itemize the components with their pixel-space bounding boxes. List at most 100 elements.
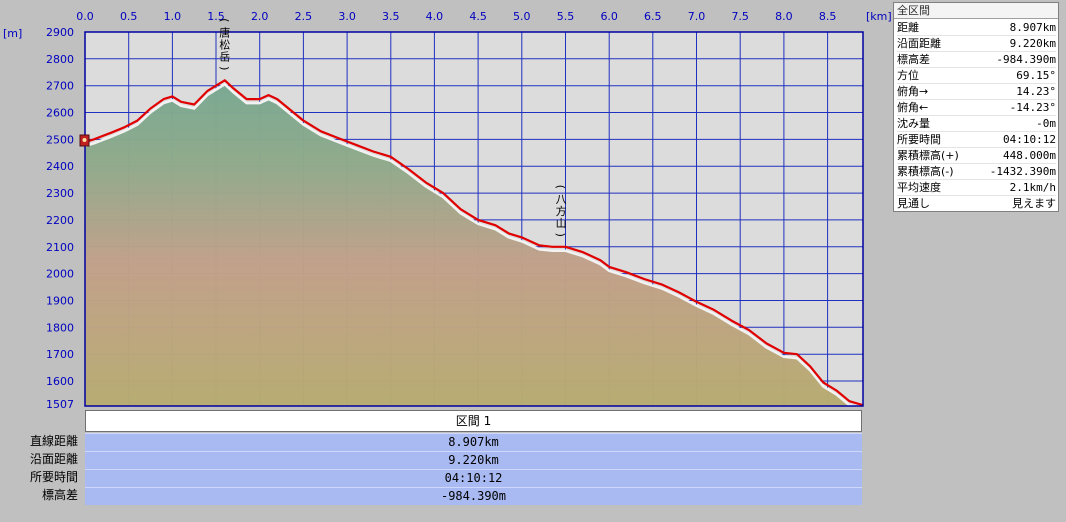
y-tick-label: 1800 [46,321,74,334]
x-unit-label: [km] [866,10,892,23]
summary-value: 04:10:12 [1003,133,1056,146]
x-tick-label: 8.0 [775,10,793,23]
summary-label: 俯角→ [897,85,929,98]
y-tick-label: 1507 [46,398,74,411]
summary-label: 所要時間 [897,133,941,146]
summary-row: 俯角← -14.23° [897,100,1056,116]
annotation-char: ) [218,66,231,70]
section-row-label: 沿面距離 [29,452,78,466]
summary-rows: 距離 8.907km 沿面距離 9.220km 標高差 -984.390m 方位 69.15°… [894,19,1058,211]
peak-annotations: ( 唐松岳) ( 八方山) [218,18,567,237]
y-tick-label: 2900 [46,26,74,39]
summary-title[interactable]: 全区間 [894,3,1058,19]
y-tick-label: 2700 [46,80,74,93]
x-tick-label: 5.0 [513,10,531,23]
annotation-1: ( 八方山) [554,185,567,237]
x-tick-label: 4.0 [426,10,444,23]
x-tick-labels: 0.0 0.5 1.0 1.5 2.0 2.5 3.0 3.5 4.0 4.5 5.0 5.5 6.0 6… [76,10,836,23]
annotation-char: 山 [556,217,567,230]
summary-value: 8.907km [1009,21,1056,34]
section-header[interactable]: 区間 1 [85,410,862,432]
y-tick-label: 2300 [46,187,74,200]
y-tick-label: 2100 [46,241,74,254]
y-tick-label: 1700 [46,348,74,361]
summary-value: 9.220km [1009,37,1056,50]
summary-value: -0m [1036,117,1056,130]
x-tick-label: 1.5 [207,10,225,23]
section-row-label: 所要時間 [29,470,78,484]
summary-row: 距離 8.907km [897,20,1056,36]
section-row-value: 8.907km [85,433,862,451]
summary-label: 沈み量 [897,117,930,130]
y-tick-label: 2800 [46,53,74,66]
x-tick-label: 6.5 [644,10,662,23]
summary-row: 俯角→ 14.23° [897,84,1056,100]
summary-label: 標高差 [897,53,930,66]
summary-panel: 全区間 距離 8.907km 沿面距離 9.220km 標高差 -984.390m 方位 69… [893,2,1059,212]
summary-value: 見えます [1012,197,1056,210]
summary-row: 標高差 -984.390m [897,52,1056,68]
summary-row: 累積標高(-) -1432.390m [897,164,1056,180]
section-row-label: 標高差 [41,488,78,502]
summary-row: 見通し 見えます [897,196,1056,211]
summary-label: 平均速度 [897,181,941,194]
summary-value: -984.390m [996,53,1056,66]
summary-row: 沿面距離 9.220km [897,36,1056,52]
annotation-char: ( [554,185,567,189]
summary-label: 沿面距離 [897,37,941,50]
x-tick-label: 7.5 [731,10,749,23]
annotation-char: 八 [556,193,567,206]
summary-label: 俯角← [897,101,929,114]
terrain-fill [85,84,863,406]
x-tick-label: 0.0 [76,10,94,23]
summary-row: 累積標高(+) 448.000m [897,148,1056,164]
x-tick-label: 2.5 [295,10,313,23]
terrain-area [85,79,863,406]
summary-label: 見通し [897,197,930,210]
annotation-0: ( 唐松岳) [218,18,231,70]
x-tick-label: 5.5 [557,10,575,23]
y-tick-label: 2500 [46,133,74,146]
y-unit-label: [m] [3,27,22,40]
summary-row: 方位 69.15° [897,68,1056,84]
x-tick-label: 4.5 [469,10,487,23]
section-row-value: 04:10:12 [85,469,862,487]
section-row-value: -984.390m [85,487,862,505]
summary-row: 平均速度 2.1km/h [897,180,1056,196]
annotation-char: ( [218,18,231,22]
summary-label: 距離 [897,21,919,34]
annotation-char: 松 [219,37,230,51]
summary-value: 448.000m [1003,149,1056,162]
y-tick-label: 2600 [46,107,74,120]
x-tick-label: 1.0 [164,10,182,23]
annotation-char: ) [554,233,567,237]
x-tick-label: 7.0 [688,10,706,23]
annotation-char: 方 [556,204,567,218]
annotation-char: 岳 [219,50,230,63]
summary-value: 2.1km/h [1009,181,1056,194]
x-tick-label: 0.5 [120,10,138,23]
x-tick-label: 8.5 [819,10,837,23]
y-tick-label: 2400 [46,160,74,173]
route-line [85,79,863,406]
summary-row: 沈み量 -0m [897,116,1056,132]
summary-value: -14.23° [1009,101,1056,114]
summary-label: 累積標高(-) [897,165,954,178]
y-tick-label: 2000 [46,268,74,281]
summary-value: 14.23° [1016,85,1056,98]
x-tick-label: 3.5 [382,10,400,23]
x-tick-label: 2.0 [251,10,269,23]
y-tick-labels: 2900 2800 2700 2600 2500 2400 2300 2200 2100 2000… [46,26,74,411]
x-tick-label: 3.0 [338,10,356,23]
annotation-char: 唐 [219,25,230,39]
y-tick-label: 1900 [46,295,74,308]
summary-value: 69.15° [1016,69,1056,82]
summary-label: 累積標高(+) [897,149,959,162]
section-row-value: 9.220km [85,451,862,469]
summary-value: -1432.390m [989,165,1056,178]
summary-label: 方位 [897,69,919,82]
start-marker-icon[interactable] [79,134,90,147]
plot-frame [84,31,864,407]
y-tick-label: 2200 [46,214,74,227]
